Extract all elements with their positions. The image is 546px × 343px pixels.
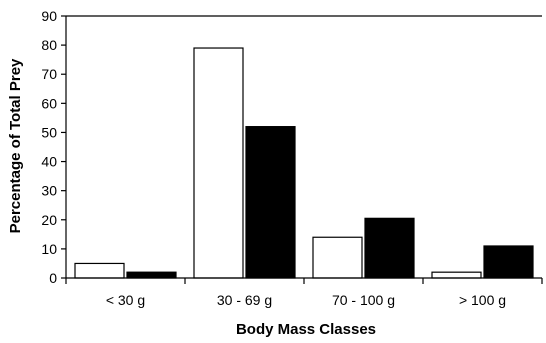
bar-series-2 — [364, 217, 415, 279]
bar-series-2 — [483, 245, 534, 279]
axis-layer — [65, 15, 542, 279]
bar-layer — [74, 47, 534, 279]
y-tick-label: 90 — [41, 8, 57, 24]
y-tick-label: 60 — [41, 95, 57, 111]
bar-series-1 — [193, 47, 244, 279]
x-axis-title: Body Mass Classes — [236, 321, 376, 338]
y-tick-label: 20 — [41, 212, 57, 228]
bar-series-1 — [74, 262, 125, 279]
y-tick-label: 0 — [49, 270, 57, 286]
y-tick-layer: 0 10 20 30 40 50 60 70 80 90 — [41, 8, 66, 286]
y-tick-label: 50 — [41, 124, 57, 140]
x-tick-label: 70 - 100 g — [332, 292, 395, 308]
y-tick-label: 30 — [41, 183, 57, 199]
bar-series-1 — [312, 236, 363, 279]
x-tick-layer: < 30 g 30 - 69 g 70 - 100 g > 100 g — [65, 278, 543, 308]
x-tick-label: < 30 g — [106, 292, 145, 308]
y-axis-title: Percentage of Total Prey — [7, 58, 24, 233]
y-tick-label: 10 — [41, 241, 57, 257]
x-tick-label: 30 - 69 g — [217, 292, 272, 308]
y-tick-label: 80 — [41, 37, 57, 53]
bar-series-2 — [126, 271, 177, 279]
bar-series-2 — [245, 126, 296, 279]
x-tick-label: > 100 g — [459, 292, 506, 308]
y-tick-label: 70 — [41, 66, 57, 82]
y-tick-label: 40 — [41, 154, 57, 170]
bar-series-1 — [431, 271, 482, 279]
